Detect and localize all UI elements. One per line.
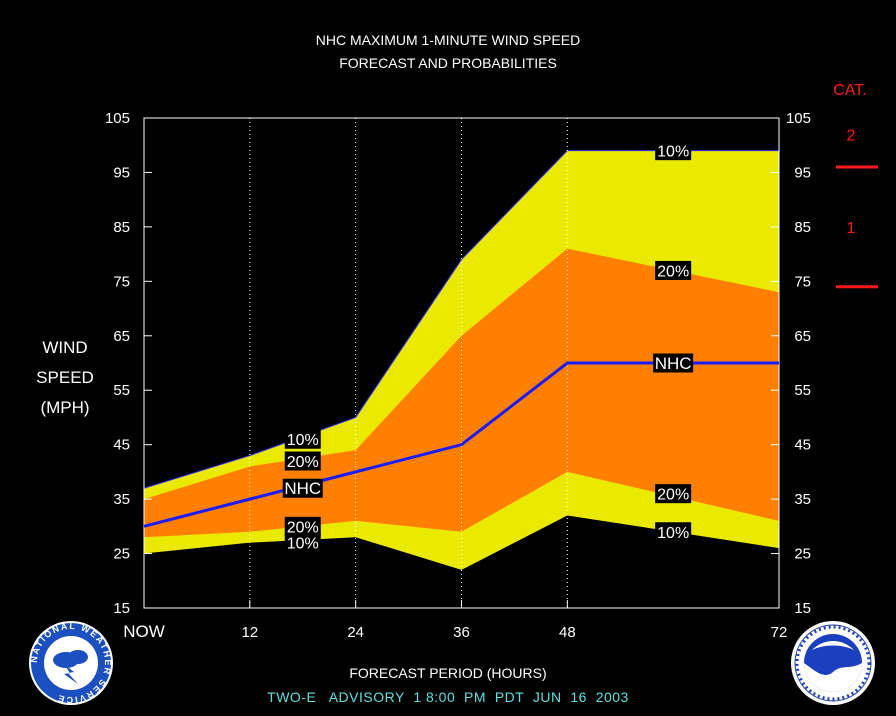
band-label-text: NHC bbox=[655, 354, 692, 373]
axis-ticks: 15 15 25 25 35 35 45 45 55 55 65 65 75 75 85 85 95 95 105 1… bbox=[105, 110, 811, 641]
chart-title: NHC MAXIMUM 1-MINUTE WIND SPEED bbox=[315, 32, 581, 48]
y-tick-label-left: 105 bbox=[105, 110, 130, 127]
y-tick-label-right: 95 bbox=[794, 164, 811, 181]
nhc-forecast bbox=[143, 361, 779, 528]
chart-subtitle: FORECAST AND PROBABILITIES bbox=[339, 55, 557, 71]
band-upper-edge bbox=[143, 150, 779, 489]
y-tick-label-right: 25 bbox=[794, 546, 811, 563]
band-label: 10% bbox=[655, 141, 692, 161]
band-label-box bbox=[284, 533, 321, 553]
band-label-box bbox=[655, 522, 692, 542]
x-tick-label: 24 bbox=[347, 624, 364, 641]
category-label: 1 bbox=[847, 220, 856, 237]
x-tick-label: 36 bbox=[453, 624, 470, 641]
advisory-footer: TWO-E ADVISORY 1 8:00 PM PDT JUN 16 2003 bbox=[267, 689, 629, 705]
y-axis-label-line-2: SPEED bbox=[36, 368, 94, 387]
band-label-text: 20% bbox=[287, 519, 319, 536]
band-label: 20% bbox=[655, 484, 692, 504]
y-tick-label-left: 75 bbox=[113, 273, 130, 290]
nhc-forecast-line bbox=[143, 361, 779, 528]
band-label-text: 10% bbox=[287, 432, 319, 449]
x-axis-title: FORECAST PERIOD (HOURS) bbox=[349, 665, 547, 681]
x-tick-label: 48 bbox=[559, 624, 576, 641]
y-tick-label-right: 35 bbox=[794, 491, 811, 508]
band-label-box bbox=[653, 353, 694, 373]
noaa-logo bbox=[791, 621, 875, 705]
y-tick-label-right: 85 bbox=[794, 219, 811, 236]
y-tick-label-right: 65 bbox=[794, 328, 811, 345]
y-tick-label-right: 105 bbox=[786, 110, 811, 127]
y-axis-label-line-1: WIND bbox=[42, 338, 88, 357]
band-label-text: NHC bbox=[284, 479, 321, 498]
band-label: 20% bbox=[284, 451, 321, 471]
category-label: 2 bbox=[847, 127, 856, 144]
band-label: 10% bbox=[284, 429, 321, 449]
band-label-text: 10% bbox=[287, 536, 319, 553]
y-tick-label-left: 15 bbox=[113, 600, 130, 617]
band-label-text: 20% bbox=[657, 487, 689, 504]
y-tick-label-left: 55 bbox=[113, 382, 130, 399]
nws-logo: NATIONAL WEATHER SERVICE bbox=[29, 621, 113, 705]
band-label-box bbox=[655, 260, 692, 280]
y-tick-label-right: 15 bbox=[794, 600, 811, 617]
category-heading: CAT. bbox=[833, 82, 867, 99]
band-label-box bbox=[284, 429, 321, 449]
y-tick-label-left: 35 bbox=[113, 491, 130, 508]
band-label-box bbox=[655, 484, 692, 504]
band-label-box bbox=[282, 478, 323, 498]
band-label: 20% bbox=[284, 516, 321, 536]
band-label: NHC bbox=[653, 353, 694, 373]
y-tick-label-left: 25 bbox=[113, 546, 130, 563]
y-tick-label-right: 75 bbox=[794, 273, 811, 290]
band-label: 10% bbox=[284, 533, 321, 553]
band-label-text: 10% bbox=[657, 144, 689, 161]
band-label-text: 20% bbox=[657, 263, 689, 280]
band-label: 20% bbox=[655, 260, 692, 280]
y-tick-label-right: 55 bbox=[794, 382, 811, 399]
band-label-box bbox=[655, 141, 692, 161]
category-markers: 21 bbox=[836, 127, 878, 289]
band-label-box bbox=[284, 516, 321, 536]
band-label: 10% bbox=[655, 522, 692, 542]
y-tick-label-left: 45 bbox=[113, 437, 130, 454]
y-tick-label-left: 85 bbox=[113, 219, 130, 236]
y-tick-label-left: 65 bbox=[113, 328, 130, 345]
band-label: NHC bbox=[282, 478, 323, 498]
band-label-box bbox=[284, 451, 321, 471]
y-tick-label-right: 45 bbox=[794, 437, 811, 454]
y-tick-label-left: 95 bbox=[113, 164, 130, 181]
y-axis-label-line-3: (MPH) bbox=[40, 398, 90, 417]
x-tick-label: 12 bbox=[241, 624, 258, 641]
band-label-text: 10% bbox=[657, 525, 689, 542]
x-tick-label: 72 bbox=[771, 624, 788, 641]
band-label-text: 20% bbox=[287, 454, 319, 471]
x-tick-label: NOW bbox=[123, 622, 165, 641]
